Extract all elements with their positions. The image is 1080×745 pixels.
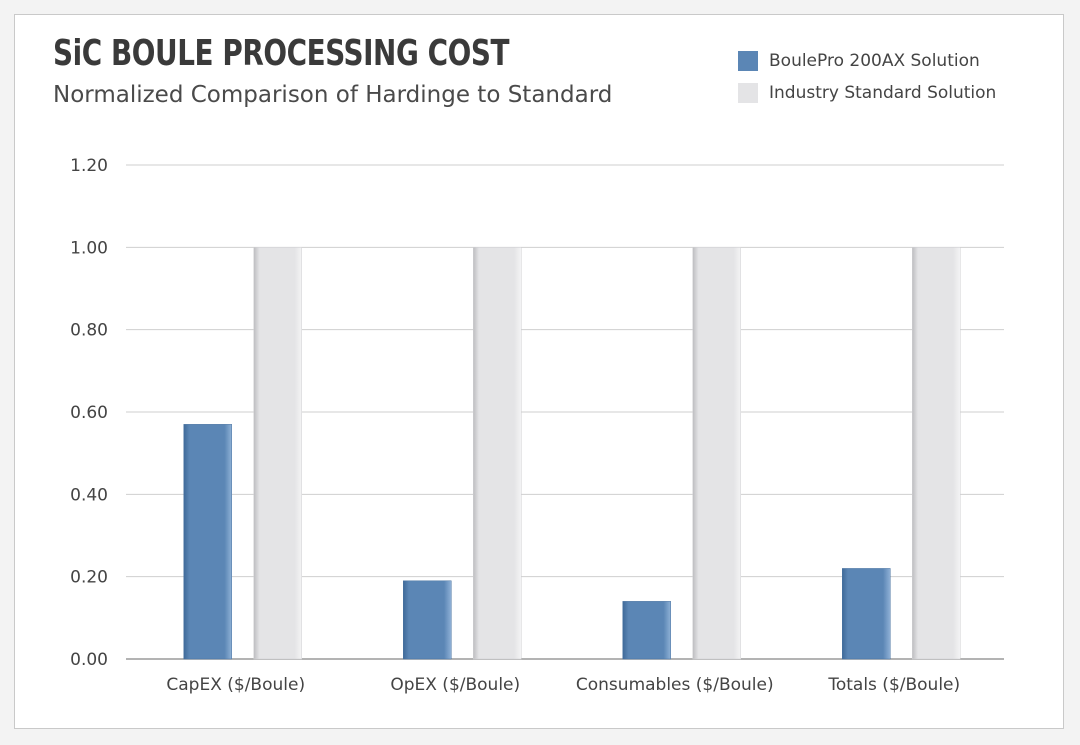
- bar-boulepro: [183, 424, 232, 660]
- x-tick-label: Consumables ($/Boule): [576, 675, 774, 695]
- bar-industry-standard: [692, 247, 741, 660]
- x-tick-label: Totals ($/Boule): [827, 675, 960, 695]
- y-tick-label: 1.20: [70, 156, 108, 176]
- y-tick-label: 0.60: [70, 403, 108, 423]
- x-tick-label: CapEX ($/Boule): [166, 675, 305, 695]
- legend-label-boulepro: BoulePro 200AX Solution: [769, 51, 980, 71]
- bar-industry-standard: [473, 247, 522, 660]
- y-tick-label: 1.00: [70, 238, 108, 258]
- y-axis-tick-labels: 0.00 0.20 0.40 0.60 0.80 1.00 1.20: [70, 156, 108, 670]
- legend-item-industry-standard: Industry Standard Solution: [738, 77, 996, 109]
- bar-industry-standard: [912, 247, 961, 660]
- bar-boulepro: [622, 601, 671, 660]
- x-axis-tick-labels: CapEX ($/Boule) OpEX ($/Boule) Consumables…: [166, 675, 960, 695]
- y-tick-label: 0.80: [70, 321, 108, 341]
- legend-label-industry-standard: Industry Standard Solution: [769, 83, 997, 103]
- bar-industry-standard: [253, 247, 302, 660]
- x-tick-label: OpEX ($/Boule): [390, 675, 520, 695]
- legend-item-boulepro: BoulePro 200AX Solution: [738, 45, 996, 77]
- legend-swatch-boulepro: [738, 51, 758, 71]
- legend-swatch-industry-standard: [738, 83, 758, 103]
- y-tick-label: 0.20: [70, 568, 108, 588]
- chart-title: SiC BOULE PROCESSING COST: [53, 33, 510, 74]
- y-tick-label: 0.40: [70, 485, 108, 505]
- chart-subtitle: Normalized Comparison of Hardinge to Sta…: [53, 82, 613, 108]
- chart-legend: BoulePro 200AX Solution Industry Standar…: [738, 45, 996, 109]
- bar-boulepro: [403, 580, 452, 660]
- bars: [183, 247, 961, 660]
- y-tick-label: 0.00: [70, 650, 108, 670]
- bar-boulepro: [842, 568, 891, 660]
